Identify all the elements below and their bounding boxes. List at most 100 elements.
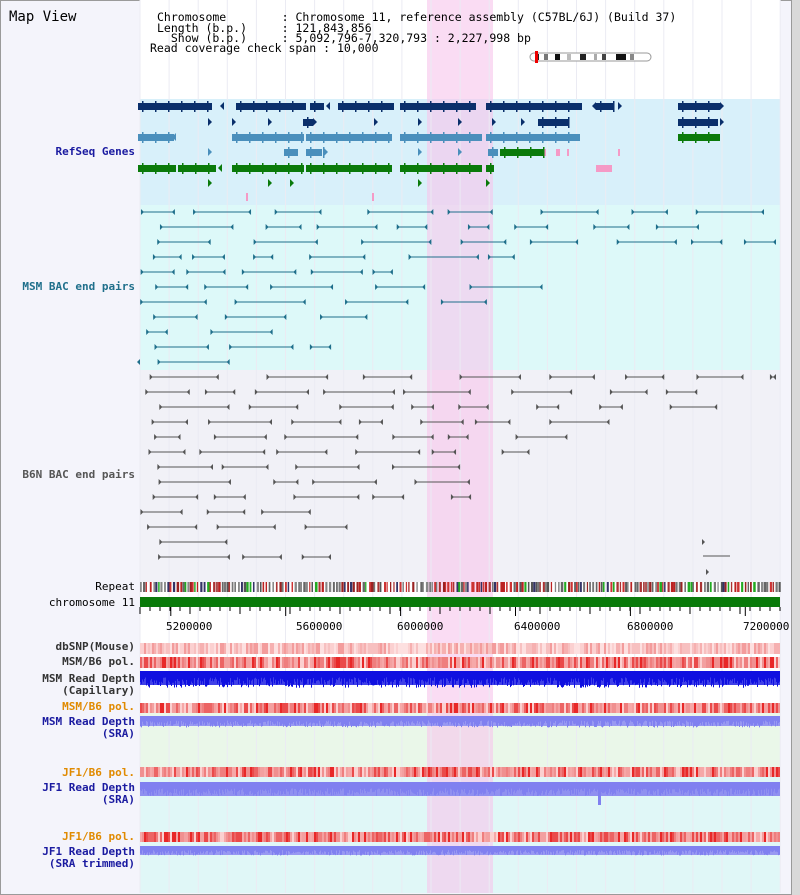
jf1-b6-pol-strip [424, 767, 426, 777]
dbsnp-strip [288, 643, 290, 654]
jf1-depth-trimmed-bar [592, 846, 593, 855]
jf1-depth-trimmed-bar [607, 846, 608, 853]
msm-depth-capillary-bar [174, 671, 175, 688]
msm-b6-pol-strip-2 [754, 703, 756, 713]
msm-depth-capillary-bar [374, 671, 375, 686]
b6n-bac-pair-end [213, 434, 217, 440]
msm-b6-pol-strip [496, 657, 498, 668]
msm-depth-sra-bar [743, 716, 744, 722]
msm-depth-sra-bar [539, 716, 540, 727]
jf1-depth-sra-bar [740, 782, 741, 794]
msm-b6-pol-strip-2 [406, 703, 408, 713]
refseq-gene-exon [314, 101, 316, 112]
msm-depth-sra-bar [182, 716, 183, 725]
jf1-depth-trimmed-bar [556, 846, 557, 851]
jf1-depth-sra-bar [215, 782, 216, 794]
jf1-depth-trimmed-bar [197, 846, 198, 855]
msm-depth-capillary-bar [159, 671, 160, 682]
msm-depth-sra-bar [237, 716, 238, 723]
msm-depth-sra-bar [196, 716, 197, 724]
msm-depth-capillary-bar [449, 671, 450, 684]
dbsnp-strip [742, 643, 744, 654]
msm-bac-pair-end [320, 314, 324, 320]
msm-depth-sra-bar [415, 716, 416, 726]
msm-depth-sra-bar [153, 716, 154, 727]
dbsnp-strip [400, 643, 402, 654]
jf1-b6-pol-strip-2 [490, 832, 492, 842]
jf1-b6-pol-strip [184, 767, 186, 777]
jf1-depth-sra-bar [501, 782, 502, 796]
msm-depth-sra-bar [766, 716, 767, 722]
msm-b6-pol-strip-2 [640, 703, 642, 713]
msm-depth-capillary-bar [290, 671, 291, 684]
msm-depth-capillary-bar [771, 671, 772, 684]
jf1-depth-trimmed-bar [335, 846, 336, 856]
jf1-b6-pol-strip-2 [402, 832, 404, 842]
msm-depth-capillary-bar [299, 671, 300, 688]
jf1-depth-sra-bar [229, 782, 230, 792]
msm-bac-pair-end [695, 224, 699, 230]
msm-depth-sra-bar [183, 716, 184, 723]
b6n-bac-pair-end [265, 464, 269, 470]
scrollbar[interactable] [792, 0, 800, 895]
msm-b6-pol-strip-2 [546, 703, 548, 713]
msm-depth-capillary-bar [761, 671, 762, 680]
jf1-depth-trimmed-bar [654, 846, 655, 851]
jf1-depth-trimmed-bar [144, 846, 145, 853]
jf1-depth-trimmed-bar [513, 846, 514, 852]
jf1-depth-trimmed-bar [691, 846, 692, 856]
msm-depth-capillary-bar [162, 671, 163, 683]
jf1-depth-trimmed-bar [495, 846, 496, 853]
jf1-depth-trimmed-bar [293, 846, 294, 852]
msm-depth-capillary-bar [544, 671, 545, 687]
jf1-depth-sra-bar [226, 782, 227, 793]
msm-depth-sra-bar [171, 716, 172, 726]
jf1-depth-trimmed-bar [170, 846, 171, 855]
msm-b6-pol-strip [552, 657, 554, 668]
jf1-depth-trimmed-bar [558, 846, 559, 854]
dbsnp-strip [530, 643, 532, 654]
jf1-depth-trimmed-bar [389, 846, 390, 852]
jf1-depth-sra-bar [306, 782, 307, 794]
jf1-b6-pol-strip [480, 767, 482, 777]
msm-depth-capillary-bar [259, 671, 260, 687]
msm-depth-sra-bar [581, 716, 582, 721]
dbsnp-strip [622, 643, 624, 654]
msm-b6-pol-strip-2 [472, 703, 474, 713]
msm-b6-pol-strip-2 [644, 703, 646, 713]
msm-depth-sra-bar [155, 716, 156, 725]
jf1-b6-pol-strip [422, 767, 424, 777]
dbsnp-strip [320, 643, 322, 654]
msm-depth-sra-bar [544, 716, 545, 723]
jf1-b6-pol-strip [612, 767, 614, 777]
jf1-depth-trimmed-bar [420, 846, 421, 855]
dbsnp-strip [384, 643, 386, 654]
msm-b6-pol-strip-2 [666, 703, 668, 713]
msm-depth-sra-bar [467, 716, 468, 724]
msm-depth-capillary-bar [604, 671, 605, 688]
jf1-depth-sra-bar [655, 782, 656, 791]
b6n-bac-pair-end [204, 389, 208, 395]
repeat-element [513, 582, 516, 592]
msm-depth-sra-bar [294, 716, 295, 725]
jf1-depth-trimmed-bar [672, 846, 673, 851]
msm-depth-sra-bar [458, 716, 459, 723]
dbsnp-strip [674, 643, 676, 654]
msm-depth-capillary-bar [327, 671, 328, 682]
msm-depth-sra-bar [345, 716, 346, 728]
msm-b6-pol-strip-2 [270, 703, 272, 713]
refseq-gene-exon [155, 163, 157, 174]
jf1-depth-sra-bar [561, 782, 562, 794]
msm-depth-sra-bar [336, 716, 337, 727]
jf1-depth-trimmed-bar [376, 846, 377, 854]
msm-depth-capillary-bar [446, 671, 447, 679]
jf1-b6-pol-strip-2 [290, 832, 292, 842]
jf1-depth-trimmed-bar [174, 846, 175, 854]
msm-depth-capillary-bar [451, 671, 452, 678]
jf1-b6-pol-strip-2 [342, 832, 344, 842]
msm-b6-pol-strip [726, 657, 728, 668]
msm-b6-pol-strip-2 [448, 703, 450, 713]
msm-depth-capillary-bar [222, 671, 223, 687]
jf1-depth-trimmed-bar [517, 846, 518, 851]
refseq-gene-arrow [208, 179, 212, 187]
